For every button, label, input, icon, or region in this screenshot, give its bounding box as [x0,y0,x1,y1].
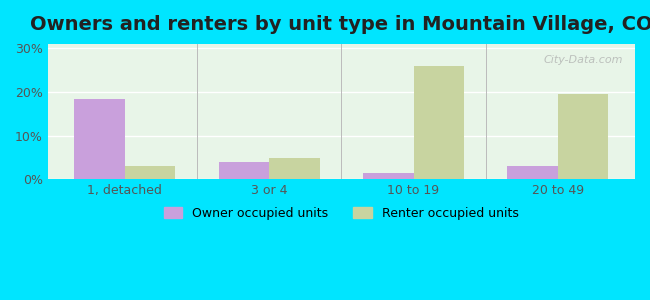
Title: Owners and renters by unit type in Mountain Village, CO: Owners and renters by unit type in Mount… [30,15,650,34]
Bar [507,166,558,179]
Bar [558,94,608,179]
Text: City-Data.com: City-Data.com [544,55,623,65]
Bar [269,158,320,179]
Bar [218,162,269,179]
Bar [413,66,464,179]
Bar [363,173,413,179]
Legend: Owner occupied units, Renter occupied units: Owner occupied units, Renter occupied un… [159,202,524,225]
Bar [125,166,176,179]
Bar [75,99,125,179]
